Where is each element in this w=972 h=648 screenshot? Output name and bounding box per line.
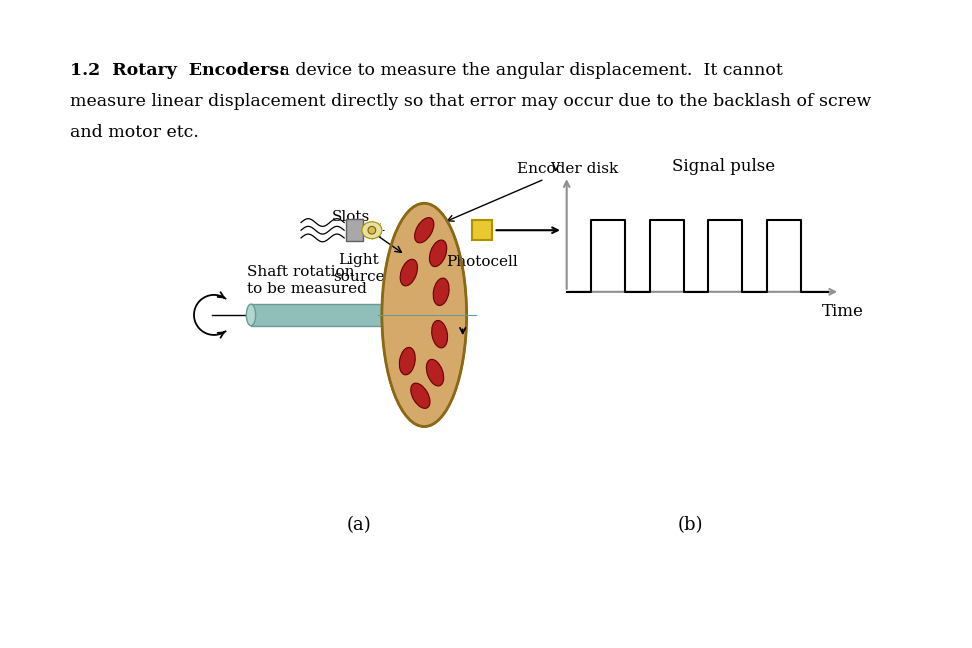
Ellipse shape xyxy=(368,226,376,234)
Text: Encoder disk: Encoder disk xyxy=(447,162,618,221)
Bar xyxy=(346,220,363,241)
Text: (b): (b) xyxy=(677,516,703,535)
Text: Signal pulse: Signal pulse xyxy=(673,157,776,175)
Text: 1.2  Rotary  Encoders:: 1.2 Rotary Encoders: xyxy=(70,62,286,78)
Ellipse shape xyxy=(246,304,256,326)
Text: (a): (a) xyxy=(346,516,371,535)
Ellipse shape xyxy=(434,278,449,306)
Text: measure linear displacement directly so that error may occur due to the backlash: measure linear displacement directly so … xyxy=(70,93,871,110)
Ellipse shape xyxy=(400,259,418,286)
Ellipse shape xyxy=(411,383,430,408)
Text: Light
source: Light source xyxy=(333,253,385,284)
Bar xyxy=(251,304,439,326)
Ellipse shape xyxy=(430,240,447,266)
Ellipse shape xyxy=(415,218,434,243)
Text: Photocell: Photocell xyxy=(446,255,518,269)
Bar xyxy=(472,220,492,240)
Ellipse shape xyxy=(427,360,443,386)
Ellipse shape xyxy=(362,222,382,238)
Text: Shaft rotation
to be measured: Shaft rotation to be measured xyxy=(247,266,367,295)
Ellipse shape xyxy=(399,347,415,375)
Text: and motor etc.: and motor etc. xyxy=(70,124,199,141)
Text: v: v xyxy=(549,157,559,175)
Text: a device to measure the angular displacement.  It cannot: a device to measure the angular displace… xyxy=(274,62,782,78)
Text: Time: Time xyxy=(821,303,863,320)
Ellipse shape xyxy=(382,203,467,426)
Text: Slots: Slots xyxy=(331,210,401,252)
Ellipse shape xyxy=(432,321,447,348)
